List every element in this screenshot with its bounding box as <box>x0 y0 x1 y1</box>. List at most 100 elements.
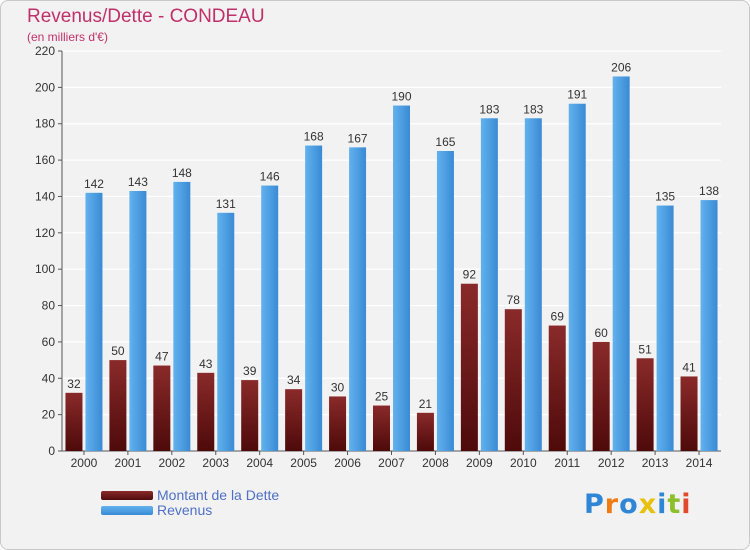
y-tick-label: 100 <box>35 262 55 276</box>
bar-revenue <box>568 103 586 452</box>
data-label-debt: 25 <box>375 390 389 404</box>
data-label-debt: 41 <box>682 360 696 374</box>
bar-revenue <box>700 200 718 451</box>
bar-revenue <box>349 147 367 451</box>
chart-title: Revenus/Dette - CONDEAU <box>27 6 265 27</box>
bar-revenue <box>480 118 498 451</box>
x-tick-label: 2012 <box>598 456 625 470</box>
bar-debt <box>197 372 215 451</box>
data-label-revenue: 148 <box>172 166 192 180</box>
y-tick-label: 140 <box>35 189 55 203</box>
data-label-debt: 50 <box>111 344 125 358</box>
data-label-revenue: 142 <box>84 177 104 191</box>
data-label-debt: 30 <box>331 380 345 394</box>
bar-debt <box>504 309 522 451</box>
logo-letter: r <box>604 489 620 520</box>
legend-item-debt: Montant de la Dette <box>101 487 280 503</box>
x-tick-label: 2002 <box>158 456 185 470</box>
bar-revenue <box>305 145 323 451</box>
bar-revenue <box>173 181 191 451</box>
data-label-revenue: 138 <box>699 184 719 198</box>
data-label-debt: 51 <box>638 342 652 356</box>
x-tick-label: 2011 <box>554 456 580 470</box>
logo-letter: i <box>681 489 692 520</box>
data-label-debt: 92 <box>463 268 477 282</box>
plot-background <box>62 51 721 451</box>
bar-revenue <box>524 118 542 451</box>
bar-debt <box>373 405 390 451</box>
bar-revenue <box>85 192 103 451</box>
bar-debt <box>416 412 434 451</box>
data-label-debt: 34 <box>287 373 301 387</box>
chart-subtitle: (en milliers d'€) <box>27 30 108 44</box>
bar-revenue <box>261 185 279 451</box>
data-label-debt: 39 <box>243 364 257 378</box>
x-tick-label: 2008 <box>422 456 449 470</box>
bar-revenue <box>217 212 235 451</box>
x-tick-label: 2007 <box>378 456 405 470</box>
data-label-debt: 60 <box>594 326 608 340</box>
data-label-debt: 78 <box>507 293 521 307</box>
bar-revenue <box>129 191 147 451</box>
x-tick-label: 2013 <box>642 456 669 470</box>
legend-label-revenue: Revenus <box>157 502 213 518</box>
bar-debt <box>592 341 610 451</box>
y-tick-label: 220 <box>35 44 55 58</box>
x-tick-label: 2010 <box>510 456 537 470</box>
data-label-revenue: 165 <box>435 135 455 149</box>
y-tick-label: 80 <box>42 299 56 313</box>
data-label-debt: 21 <box>419 397 433 411</box>
bar-debt <box>65 392 83 451</box>
data-label-revenue: 135 <box>655 190 675 204</box>
data-label-revenue: 167 <box>348 131 368 145</box>
x-tick-label: 2000 <box>71 456 98 470</box>
bar-revenue <box>436 151 454 451</box>
y-tick-label: 20 <box>42 408 56 422</box>
logo-letter: i <box>657 489 668 520</box>
y-tick-label: 200 <box>35 80 55 94</box>
bar-revenue <box>656 205 674 451</box>
data-label-revenue: 183 <box>479 102 499 116</box>
data-label-debt: 43 <box>199 357 213 371</box>
bar-debt <box>636 358 654 451</box>
bar-debt <box>285 389 303 451</box>
data-label-revenue: 143 <box>128 175 148 189</box>
x-tick-label: 2003 <box>202 456 229 470</box>
y-tick-label: 0 <box>48 444 55 458</box>
y-tick-label: 160 <box>35 153 55 167</box>
legend-swatch-revenue <box>101 505 153 515</box>
y-tick-label: 180 <box>35 117 55 131</box>
data-label-revenue: 168 <box>304 130 324 144</box>
x-tick-label: 2005 <box>290 456 317 470</box>
x-tick-label: 2004 <box>246 456 273 470</box>
x-tick-label: 2001 <box>115 456 142 470</box>
x-tick-label: 2006 <box>334 456 361 470</box>
logo-letter: x <box>638 489 658 520</box>
legend-label-debt: Montant de la Dette <box>157 487 280 503</box>
data-label-debt: 69 <box>551 310 565 324</box>
data-label-revenue: 183 <box>523 102 543 116</box>
data-label-revenue: 146 <box>260 170 280 184</box>
logo-letter: o <box>619 489 639 520</box>
y-tick-label: 40 <box>42 371 56 385</box>
proxiti-logo: Proxiti <box>584 489 692 520</box>
bar-debt <box>153 365 171 451</box>
y-tick-label: 120 <box>35 226 55 240</box>
bar-debt <box>109 360 127 451</box>
bar-debt <box>329 396 347 451</box>
y-tick-label: 60 <box>42 335 56 349</box>
bar-debt <box>460 283 478 451</box>
legend-swatch-debt <box>101 490 153 500</box>
legend-item-revenue: Revenus <box>101 502 213 518</box>
x-tick-label: 2014 <box>686 456 713 470</box>
x-tick-label: 2009 <box>466 456 493 470</box>
logo-letter: t <box>667 489 682 520</box>
data-label-debt: 32 <box>67 377 81 391</box>
bar-debt <box>548 325 566 451</box>
bar-debt <box>680 376 698 451</box>
logo-letter: P <box>584 489 605 520</box>
data-label-debt: 47 <box>155 350 169 364</box>
data-label-revenue: 131 <box>216 197 236 211</box>
